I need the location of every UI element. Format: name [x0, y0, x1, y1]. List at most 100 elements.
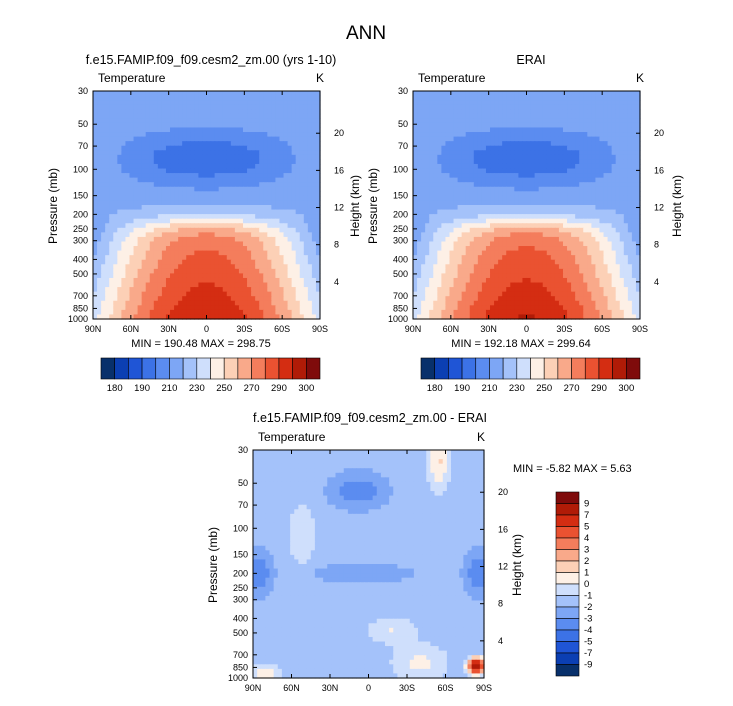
colorbar-swatch — [238, 358, 252, 379]
contour-cell — [624, 109, 629, 114]
contour-cell — [429, 191, 434, 196]
contour-cell — [563, 237, 568, 242]
contour-cell — [547, 91, 552, 96]
contour-cell — [498, 114, 503, 119]
contour-cell — [510, 155, 515, 160]
contour-cell — [288, 159, 293, 164]
contour-cell — [207, 283, 212, 288]
contour-cell — [259, 96, 264, 101]
contour-cell — [288, 150, 293, 155]
contour-cell — [490, 150, 495, 155]
contour-cell — [150, 301, 155, 306]
contour-cell — [482, 169, 487, 174]
contour-cell — [445, 205, 450, 210]
contour-cell — [559, 150, 564, 155]
contour-cell — [571, 255, 576, 260]
contour-cell — [604, 200, 609, 205]
colorbar-swatch — [265, 358, 279, 379]
contour-cell — [275, 283, 280, 288]
contour-cell — [506, 155, 511, 160]
contour-cell — [182, 219, 187, 224]
contour-cell — [207, 132, 212, 137]
contour-cell — [174, 301, 179, 306]
contour-cell — [142, 182, 147, 187]
contour-cell — [628, 178, 633, 183]
contour-cell — [219, 159, 224, 164]
contour-cell — [599, 105, 604, 110]
contour-cell — [194, 109, 199, 114]
contour-cell — [437, 223, 442, 228]
contour-cell — [624, 127, 629, 132]
contour-cell — [109, 146, 114, 151]
contour-cell — [166, 287, 171, 292]
contour-cell — [194, 251, 199, 256]
contour-cell — [449, 146, 454, 151]
contour-cell — [502, 114, 507, 119]
contour-cell — [251, 132, 256, 137]
contour-cell — [186, 278, 191, 283]
contour-cell — [470, 100, 475, 105]
contour-cell — [101, 246, 106, 251]
contour-cell — [620, 255, 625, 260]
contour-cell — [239, 100, 244, 105]
contour-cell — [146, 301, 151, 306]
contour-cell — [591, 241, 596, 246]
contour-cell — [279, 287, 284, 292]
contour-cell — [559, 127, 564, 132]
contour-cell — [470, 96, 475, 101]
contour-cell — [97, 159, 102, 164]
contour-cell — [478, 219, 483, 224]
contour-cell — [433, 200, 438, 205]
contour-cell — [433, 137, 438, 142]
contour-cell — [198, 269, 203, 274]
contour-cell — [620, 191, 625, 196]
contour-cell — [174, 305, 179, 310]
contour-cell — [551, 164, 556, 169]
contour-cell — [154, 150, 159, 155]
contour-cell — [255, 196, 260, 201]
contour-cell — [292, 255, 297, 260]
contour-cell — [223, 169, 228, 174]
contour-cell — [223, 109, 228, 114]
contour-cell — [522, 191, 527, 196]
contour-cell — [101, 105, 106, 110]
contour-cell — [243, 278, 248, 283]
contour-cell — [312, 146, 317, 151]
contour-cell — [223, 246, 228, 251]
contour-cell — [202, 187, 207, 192]
contour-cell — [223, 155, 228, 160]
contour-cell — [567, 100, 572, 105]
contour-cell — [105, 141, 110, 146]
contour-cell — [150, 91, 155, 96]
contour-cell — [150, 105, 155, 110]
contour-cell — [458, 146, 463, 151]
contour-cell — [587, 123, 592, 128]
contour-cell — [482, 178, 487, 183]
contour-cell — [429, 187, 434, 192]
contour-cell — [425, 159, 430, 164]
contour-cell — [182, 141, 187, 146]
contour-cell — [113, 251, 118, 256]
contour-cell — [417, 114, 422, 119]
contour-cell — [207, 223, 212, 228]
contour-cell — [591, 178, 596, 183]
contour-cell — [543, 137, 548, 142]
contour-cell — [417, 232, 422, 237]
contour-cell — [288, 118, 293, 123]
contour-cell — [182, 283, 187, 288]
contour-cell — [194, 155, 199, 160]
contour-cell — [247, 296, 252, 301]
contour-cell — [599, 132, 604, 137]
contour-cell — [417, 241, 422, 246]
contour-cell — [490, 191, 495, 196]
contour-cell — [579, 164, 584, 169]
contour-cell — [300, 159, 305, 164]
contour-cell — [433, 191, 438, 196]
contour-cell — [211, 187, 216, 192]
contour-cell — [587, 105, 592, 110]
contour-cell — [292, 178, 297, 183]
contour-cell — [227, 292, 232, 297]
contour-cell — [219, 200, 224, 205]
contour-cell — [518, 169, 523, 174]
contour-cell — [518, 105, 523, 110]
